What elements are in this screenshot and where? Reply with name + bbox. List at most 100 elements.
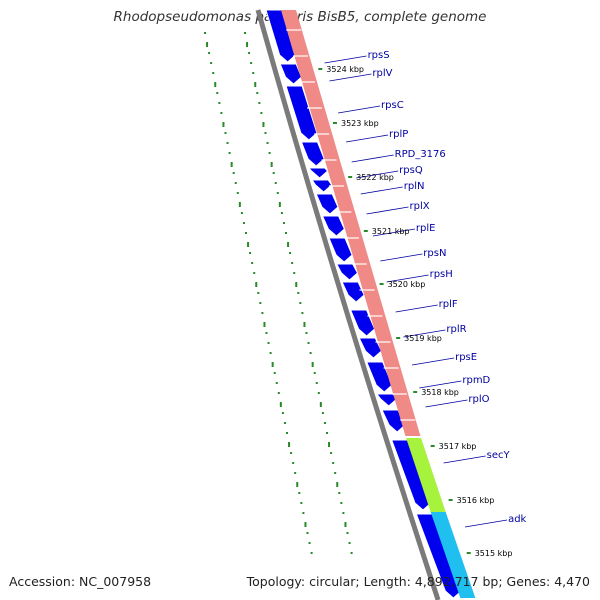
gc-dot	[278, 202, 281, 207]
gc-dot	[319, 402, 322, 407]
gc-dot	[293, 272, 296, 274]
gc-dot	[286, 432, 288, 434]
gc-dot	[275, 382, 278, 384]
label-leader	[403, 329, 446, 338]
label-leader	[465, 519, 508, 528]
gc-dot	[317, 392, 320, 394]
gene-arrow	[315, 193, 339, 215]
gene-arrow	[300, 141, 325, 167]
gc-dot	[301, 312, 304, 314]
gc-dot	[285, 232, 287, 234]
label-leader	[356, 170, 399, 179]
gc-dot	[288, 442, 291, 447]
label-leader	[337, 105, 381, 114]
gc-dot	[242, 222, 245, 224]
gene-label: rpmD	[462, 375, 490, 386]
gc-dot	[260, 112, 263, 114]
gc-dot	[313, 372, 316, 374]
gc-dot	[291, 262, 294, 264]
gc-dot	[226, 142, 229, 144]
gc-dot	[311, 362, 314, 367]
gc-dot	[308, 542, 311, 544]
gene-label: rplE	[416, 223, 436, 234]
gc-dot	[224, 132, 227, 134]
label-leader	[345, 134, 389, 143]
gc-dot	[306, 532, 309, 534]
secY-block	[406, 438, 446, 512]
gene-arrow	[279, 63, 303, 85]
gc-dot	[228, 152, 231, 154]
gc-dot	[281, 412, 284, 414]
gene-label: rplP	[389, 129, 408, 140]
gc-dot	[268, 152, 271, 154]
gene-arrow	[335, 263, 359, 281]
gc-dot	[263, 322, 266, 327]
gc-dot	[253, 272, 256, 274]
gc-dot	[346, 532, 349, 534]
gc-dot	[210, 62, 213, 64]
gene-arrow	[307, 167, 329, 179]
gc-dot	[266, 142, 269, 144]
gc-dot	[310, 552, 313, 554]
gc-dot	[265, 332, 268, 334]
tick-label: 3515 kbp	[475, 549, 513, 558]
gene-arrow	[321, 215, 346, 237]
gc-dot	[342, 512, 345, 514]
gc-dot	[244, 32, 246, 34]
gc-dot	[216, 92, 219, 94]
tick-label: 3523 kbp	[341, 119, 379, 128]
accession-label: Accession: NC_007958	[9, 574, 152, 589]
label-leader	[351, 154, 394, 163]
gc-dot	[255, 282, 258, 287]
gene-label: rplN	[404, 181, 425, 192]
gc-dot	[292, 462, 295, 464]
gc-dot	[214, 82, 217, 87]
gc-dot	[280, 212, 283, 214]
gc-dot	[287, 242, 290, 247]
gc-dot	[297, 292, 300, 294]
label-leader	[372, 228, 415, 237]
gc-dot	[256, 92, 259, 94]
gc-dot	[338, 492, 341, 494]
gc-dot	[290, 452, 293, 454]
gc-dot	[334, 472, 337, 474]
gc-dot	[270, 162, 273, 167]
gc-dot	[283, 422, 286, 424]
gene-arrow	[285, 85, 318, 141]
gene-label: secY	[487, 450, 511, 461]
gc-dot	[245, 232, 247, 234]
gene-arrow	[328, 237, 353, 263]
gc-dot	[264, 132, 267, 134]
tick-label: 3517 kbp	[439, 442, 477, 451]
gc-dot	[232, 172, 235, 174]
gene-arrow	[341, 281, 365, 303]
tick-label: 3524 kbp	[326, 65, 364, 74]
gc-dot	[348, 542, 351, 544]
label-leader	[360, 186, 403, 195]
gc-dot	[330, 452, 333, 454]
gc-dot	[212, 72, 215, 74]
gc-dot	[298, 492, 301, 494]
label-leader	[366, 206, 409, 215]
gc-dot	[274, 182, 277, 184]
gc-dot	[279, 402, 282, 407]
gc-dot	[222, 122, 225, 127]
gc-dot	[299, 302, 302, 304]
gc-dot	[247, 242, 250, 247]
gene-label: rpsC	[381, 100, 404, 111]
label-leader	[412, 357, 455, 366]
gene-arrow	[311, 179, 333, 193]
gene-arrow	[265, 9, 297, 63]
gc-dot	[302, 512, 305, 514]
label-leader	[425, 399, 468, 408]
gc-dot	[300, 502, 303, 504]
gc-dot	[296, 482, 299, 487]
gene-labels: rpsS rplV rpsC rplP RPD_3176 rpsQ rplN rplX rplE…	[324, 50, 527, 528]
gc-dot	[272, 172, 275, 174]
label-leader	[386, 274, 429, 283]
gc-dot	[269, 352, 272, 354]
gc-dot	[262, 122, 265, 127]
map-title: Rhodopseudomonas palustris BisB5, comple…	[113, 9, 487, 25]
gene-label: rpsH	[430, 269, 453, 280]
